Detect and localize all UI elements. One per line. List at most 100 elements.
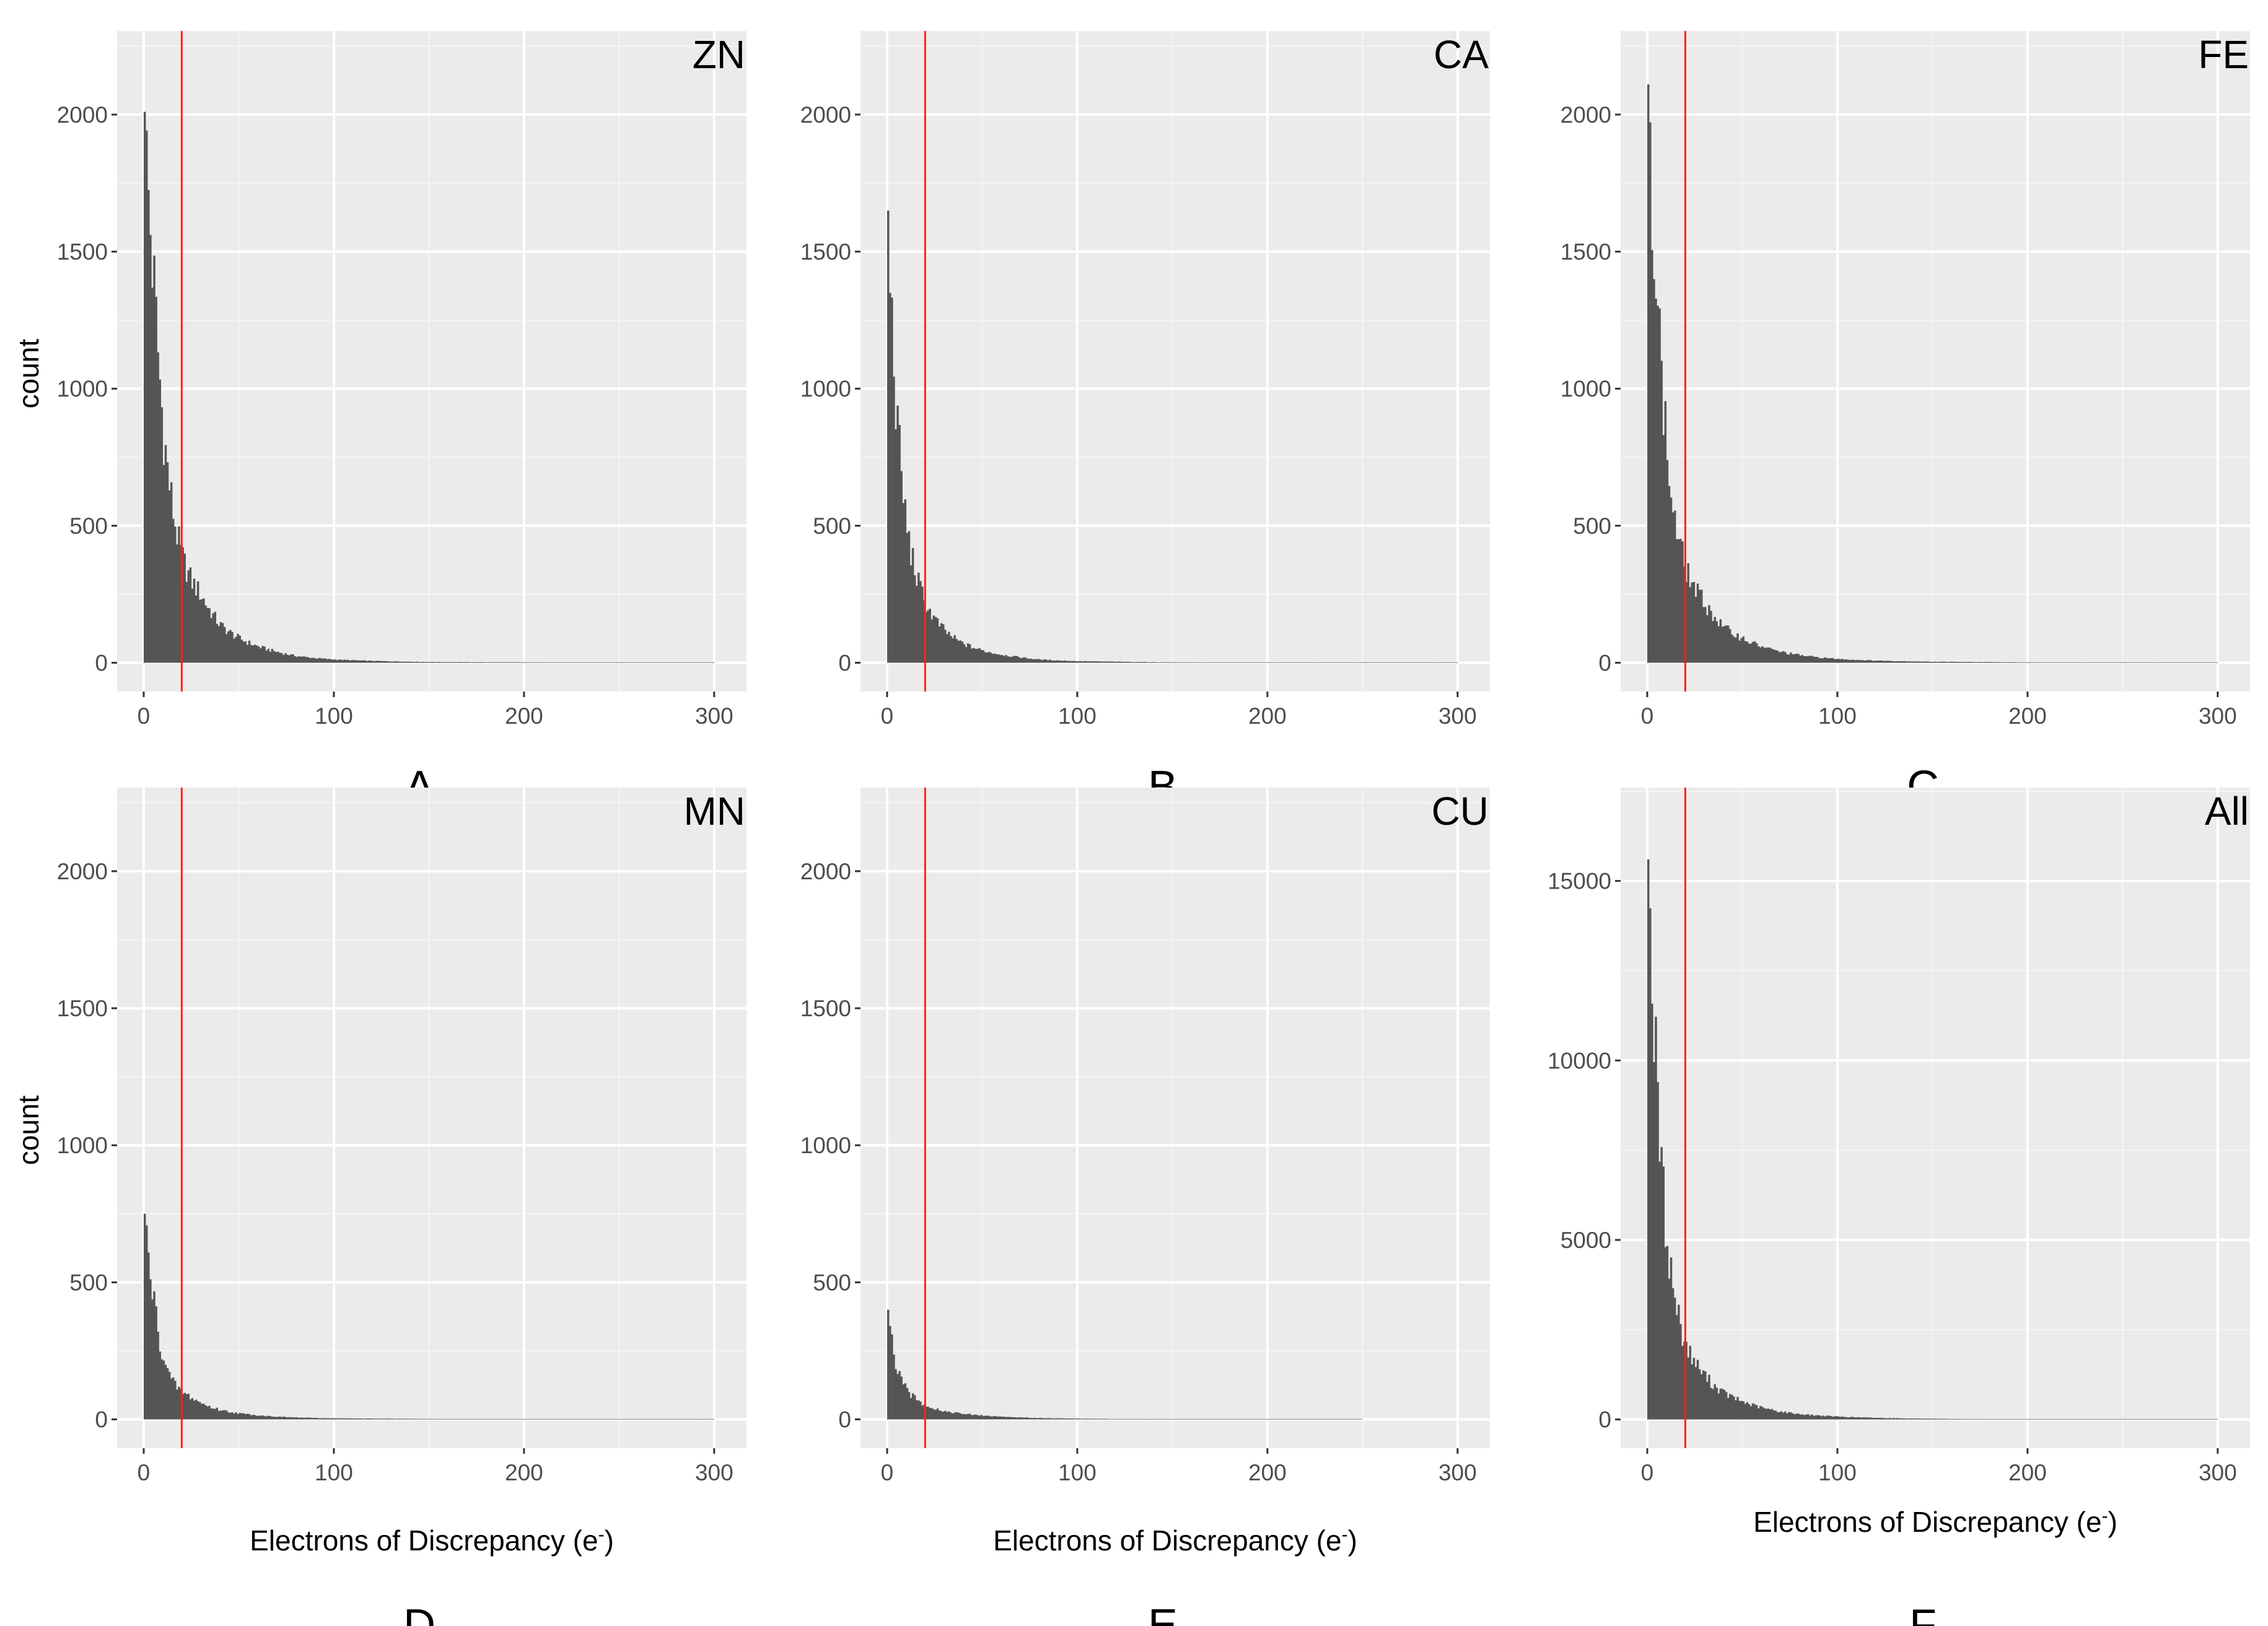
histogram-bar bbox=[1379, 662, 1382, 663]
histogram-bar bbox=[2191, 662, 2194, 663]
histogram-bar bbox=[296, 1417, 299, 1420]
histogram-bar bbox=[162, 1360, 165, 1420]
histogram-bar bbox=[351, 660, 354, 663]
histogram-bar bbox=[1714, 1384, 1716, 1420]
histogram-bar bbox=[1687, 563, 1689, 663]
histogram-bar bbox=[476, 662, 479, 663]
histogram-bar bbox=[246, 1413, 249, 1420]
histogram-bar bbox=[1208, 662, 1211, 663]
histogram-bar bbox=[1281, 1418, 1283, 1420]
histogram-bar bbox=[2208, 1418, 2210, 1420]
histogram-bar bbox=[1332, 1418, 1334, 1420]
histogram-bar bbox=[157, 1331, 159, 1420]
histogram-bar bbox=[1022, 657, 1025, 663]
histogram-bar bbox=[1839, 659, 1842, 663]
histogram-bar bbox=[1014, 1417, 1017, 1420]
histogram-bar bbox=[1172, 662, 1175, 663]
histogram-bar bbox=[1997, 1418, 2000, 1420]
histogram-bar bbox=[1911, 661, 1914, 663]
histogram-bar bbox=[2044, 662, 2047, 663]
histogram-bar bbox=[1673, 510, 1676, 663]
histogram-bar bbox=[1339, 1418, 1342, 1420]
histogram-bar bbox=[600, 1418, 603, 1420]
histogram-bar bbox=[957, 641, 960, 663]
histogram-bar bbox=[333, 659, 336, 663]
histogram-bar bbox=[2166, 662, 2169, 663]
histogram-bar bbox=[1237, 1418, 1240, 1420]
histogram-bar bbox=[982, 650, 984, 663]
histogram-bar bbox=[2210, 1418, 2213, 1420]
histogram-bar bbox=[1092, 1418, 1095, 1420]
histogram-bar bbox=[1010, 657, 1013, 663]
histogram-bar bbox=[166, 1368, 169, 1420]
histogram-bar bbox=[1870, 660, 1872, 663]
histogram-bar bbox=[1172, 1418, 1175, 1420]
histogram-bar bbox=[1758, 1408, 1760, 1420]
histogram-bar bbox=[989, 1416, 992, 1420]
histogram-bar bbox=[611, 662, 614, 663]
histogram-bar bbox=[893, 1354, 895, 1420]
histogram-bar bbox=[2052, 662, 2055, 663]
histogram-bar bbox=[263, 646, 266, 663]
histogram-bar bbox=[391, 1418, 393, 1420]
histogram-bar bbox=[2139, 662, 2142, 663]
histogram-bar bbox=[223, 1410, 226, 1420]
histogram-bar bbox=[345, 1418, 348, 1420]
histogram-bar bbox=[1929, 1418, 1931, 1420]
histogram-bar bbox=[1240, 662, 1243, 663]
histogram-bar bbox=[465, 1418, 468, 1420]
histogram-bar bbox=[1662, 435, 1665, 663]
histogram-bar bbox=[402, 1418, 405, 1420]
histogram-bar bbox=[1719, 619, 1722, 663]
histogram-bar bbox=[1963, 1418, 1965, 1420]
histogram-bar bbox=[968, 1413, 971, 1420]
histogram-bar bbox=[1030, 1418, 1032, 1420]
histogram-bar bbox=[573, 662, 576, 663]
histogram-bar bbox=[1671, 1288, 1675, 1420]
histogram-bar bbox=[1723, 626, 1726, 663]
histogram-bar bbox=[176, 544, 178, 663]
histogram-bar bbox=[708, 662, 711, 663]
histogram-bar bbox=[1355, 1418, 1357, 1420]
histogram-bar bbox=[1704, 607, 1707, 663]
histogram-bar bbox=[974, 1414, 977, 1420]
histogram-bar bbox=[1338, 1418, 1340, 1420]
histogram-bar bbox=[1185, 662, 1188, 663]
histogram-bar bbox=[1784, 652, 1787, 663]
histogram-bar bbox=[1678, 539, 1680, 663]
histogram-bar bbox=[533, 1418, 536, 1420]
histogram-bar bbox=[615, 1418, 618, 1420]
histogram-bar bbox=[1215, 1418, 1219, 1420]
histogram-bar bbox=[2075, 662, 2078, 663]
histogram-bar bbox=[1009, 656, 1011, 663]
histogram-bar bbox=[1297, 1418, 1300, 1420]
histogram-bar bbox=[1438, 662, 1441, 663]
histogram-bar bbox=[1710, 610, 1712, 663]
histogram-bar bbox=[1054, 661, 1057, 663]
histogram-bar bbox=[1341, 1418, 1344, 1420]
histogram-bar bbox=[1237, 662, 1240, 663]
histogram-bar bbox=[1336, 1418, 1338, 1420]
histogram-bar bbox=[360, 1418, 363, 1420]
histogram-bar bbox=[1197, 1418, 1199, 1420]
histogram-bar bbox=[195, 595, 198, 663]
histogram-bar bbox=[2050, 662, 2053, 663]
histogram-bar bbox=[957, 1412, 960, 1420]
histogram-bar bbox=[1940, 1418, 1943, 1420]
histogram-bar bbox=[2189, 1418, 2192, 1420]
histogram-bar bbox=[1256, 1418, 1258, 1420]
histogram-bar bbox=[1968, 1418, 1971, 1420]
histogram-bar bbox=[267, 1415, 269, 1420]
histogram-bar bbox=[495, 1418, 498, 1420]
histogram-bar bbox=[411, 1418, 414, 1420]
plot-background bbox=[117, 788, 747, 1448]
histogram-bar bbox=[906, 1387, 909, 1420]
histogram-bar bbox=[2192, 662, 2196, 663]
histogram-bar bbox=[164, 1365, 167, 1420]
histogram-bar bbox=[1016, 656, 1019, 663]
histogram-bar bbox=[457, 1418, 460, 1420]
histogram-bar bbox=[916, 586, 918, 663]
histogram-bar bbox=[2000, 1418, 2003, 1420]
histogram-bar bbox=[1860, 1417, 1863, 1420]
